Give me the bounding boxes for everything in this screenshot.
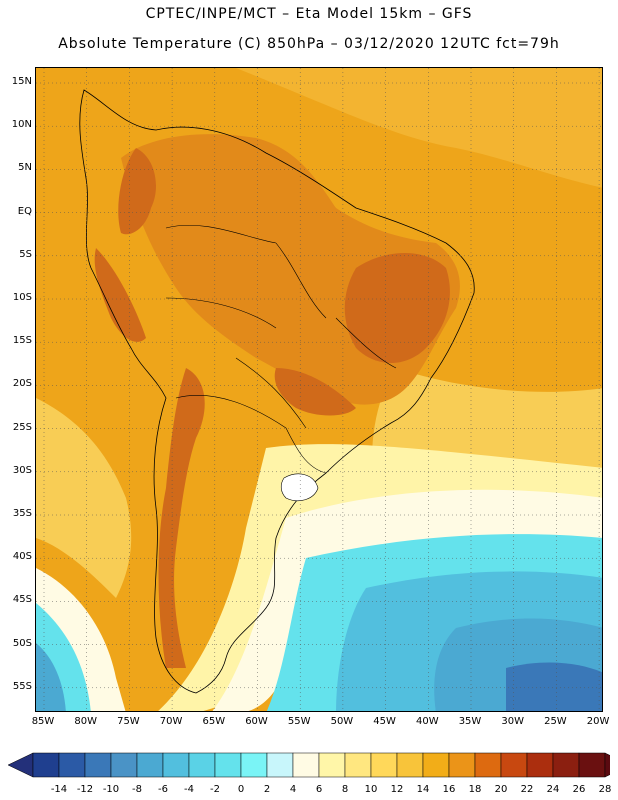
colorbar-label: -10 bbox=[102, 784, 120, 795]
lon-label: 45W bbox=[373, 716, 396, 727]
colorbar-label: 16 bbox=[442, 784, 456, 795]
grid-lines bbox=[36, 68, 602, 711]
colorbar-label: -14 bbox=[50, 784, 68, 795]
pacific-mild bbox=[36, 398, 132, 598]
colorbar-label: -12 bbox=[76, 784, 94, 795]
lat-label: 50S bbox=[12, 637, 32, 649]
lon-label: 35W bbox=[458, 716, 482, 727]
lon-label: 50W bbox=[330, 716, 354, 727]
rio-de-la-plata bbox=[280, 473, 319, 501]
lat-label: 5S bbox=[19, 248, 32, 260]
colorbar-swatch bbox=[370, 752, 398, 778]
colorbar-label: 20 bbox=[494, 784, 508, 795]
colombia-hot bbox=[118, 148, 156, 235]
lon-label: 60W bbox=[245, 716, 268, 727]
lon-label: 20W bbox=[586, 716, 610, 727]
lon-label: 70W bbox=[159, 716, 183, 727]
temperature-map bbox=[35, 67, 603, 712]
map-canvas bbox=[36, 68, 602, 711]
colorbar-label: 26 bbox=[572, 784, 586, 795]
lon-label: 80W bbox=[74, 716, 97, 727]
lat-label: 10S bbox=[12, 292, 32, 303]
colorbar-high-arrow bbox=[604, 752, 610, 778]
hot-core-south bbox=[274, 368, 356, 416]
lat-label: 5N bbox=[18, 162, 32, 174]
colorbar-label: 0 bbox=[237, 784, 245, 795]
colorbar-swatch bbox=[240, 752, 268, 778]
lat-label: 55S bbox=[12, 680, 32, 692]
andes-hot bbox=[158, 368, 205, 668]
colorbar-swatch bbox=[266, 752, 294, 778]
colorbar-swatch bbox=[58, 752, 86, 778]
northern-field bbox=[236, 68, 602, 188]
lat-label: 10N bbox=[11, 119, 32, 131]
lon-label: 40W bbox=[415, 716, 439, 727]
colorbar-swatch bbox=[84, 752, 112, 778]
colorbar-label: -6 bbox=[158, 784, 168, 795]
deep-cold-field bbox=[506, 662, 602, 711]
colorbar-swatch bbox=[552, 752, 580, 778]
colorbar-swatch bbox=[110, 752, 138, 778]
lat-label: 45S bbox=[12, 594, 32, 606]
lat-label: 15N bbox=[11, 76, 32, 87]
lat-label: EQ bbox=[17, 205, 32, 217]
colorbar-label: -8 bbox=[132, 784, 142, 795]
colorbar-label: 18 bbox=[468, 784, 482, 795]
colorbar-label: -2 bbox=[210, 784, 220, 795]
lon-label: 85W bbox=[31, 716, 55, 727]
colorbar-label: 24 bbox=[546, 784, 560, 795]
lat-label: 40S bbox=[12, 551, 32, 563]
colorbar-swatch bbox=[32, 752, 60, 778]
colorbar-label: 6 bbox=[315, 784, 323, 795]
colorbar-low-arrow bbox=[8, 752, 34, 778]
map-subtitle: Absolute Temperature (C) 850hPa – 03/12/… bbox=[58, 36, 560, 52]
colorbar-swatch bbox=[500, 752, 528, 778]
lon-label: 25W bbox=[544, 716, 567, 727]
colorbar-swatch bbox=[578, 752, 606, 778]
lon-label: 75W bbox=[117, 716, 140, 727]
colorbar-swatch bbox=[214, 752, 242, 778]
colorbar-label: 2 bbox=[263, 784, 271, 795]
colorbar bbox=[8, 752, 610, 778]
colorbar-label: 10 bbox=[364, 784, 378, 795]
pacific-blue bbox=[36, 643, 66, 711]
lon-label: 55W bbox=[287, 716, 311, 727]
colorbar-swatch bbox=[396, 752, 424, 778]
lat-label: 15S bbox=[12, 335, 32, 347]
lat-label: 35S bbox=[12, 508, 32, 519]
map-title: CPTEC/INPE/MCT – Eta Model 15km – GFS bbox=[145, 6, 473, 22]
coastline bbox=[79, 89, 475, 694]
colorbar-swatch bbox=[318, 752, 346, 778]
colorbar-label: 22 bbox=[520, 784, 534, 795]
colorbar-swatch bbox=[188, 752, 216, 778]
lat-label: 20S bbox=[12, 378, 32, 390]
colorbar-swatch bbox=[292, 752, 320, 778]
peru-hot bbox=[94, 248, 146, 342]
lon-label: 65W bbox=[202, 716, 226, 727]
colorbar-label: 14 bbox=[416, 784, 430, 795]
hot-core-east bbox=[344, 253, 450, 363]
colorbar-label: 4 bbox=[289, 784, 297, 795]
colorbar-label: 28 bbox=[598, 784, 612, 795]
colorbar-swatch bbox=[474, 752, 502, 778]
colorbar-swatch bbox=[162, 752, 190, 778]
colorbar-swatch bbox=[526, 752, 554, 778]
colorbar-swatch bbox=[136, 752, 164, 778]
cream-field bbox=[212, 489, 602, 711]
colorbar-label: 8 bbox=[341, 784, 349, 795]
colorbar-label: -4 bbox=[184, 784, 194, 795]
lon-label: 30W bbox=[501, 716, 524, 727]
lat-label: 30S bbox=[12, 464, 32, 476]
country-borders bbox=[165, 224, 397, 474]
colorbar-label: 12 bbox=[390, 784, 404, 795]
colorbar-swatch bbox=[344, 752, 372, 778]
colorbar-swatch bbox=[448, 752, 476, 778]
lat-label: 25S bbox=[12, 421, 32, 433]
colorbar-swatch bbox=[422, 752, 450, 778]
